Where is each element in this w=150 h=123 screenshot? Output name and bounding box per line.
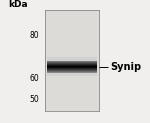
Text: 80: 80 [30, 31, 40, 40]
Text: kDa: kDa [8, 0, 28, 9]
Text: Synip: Synip [110, 62, 141, 72]
Text: 50: 50 [30, 95, 40, 104]
Text: 60: 60 [30, 74, 40, 83]
